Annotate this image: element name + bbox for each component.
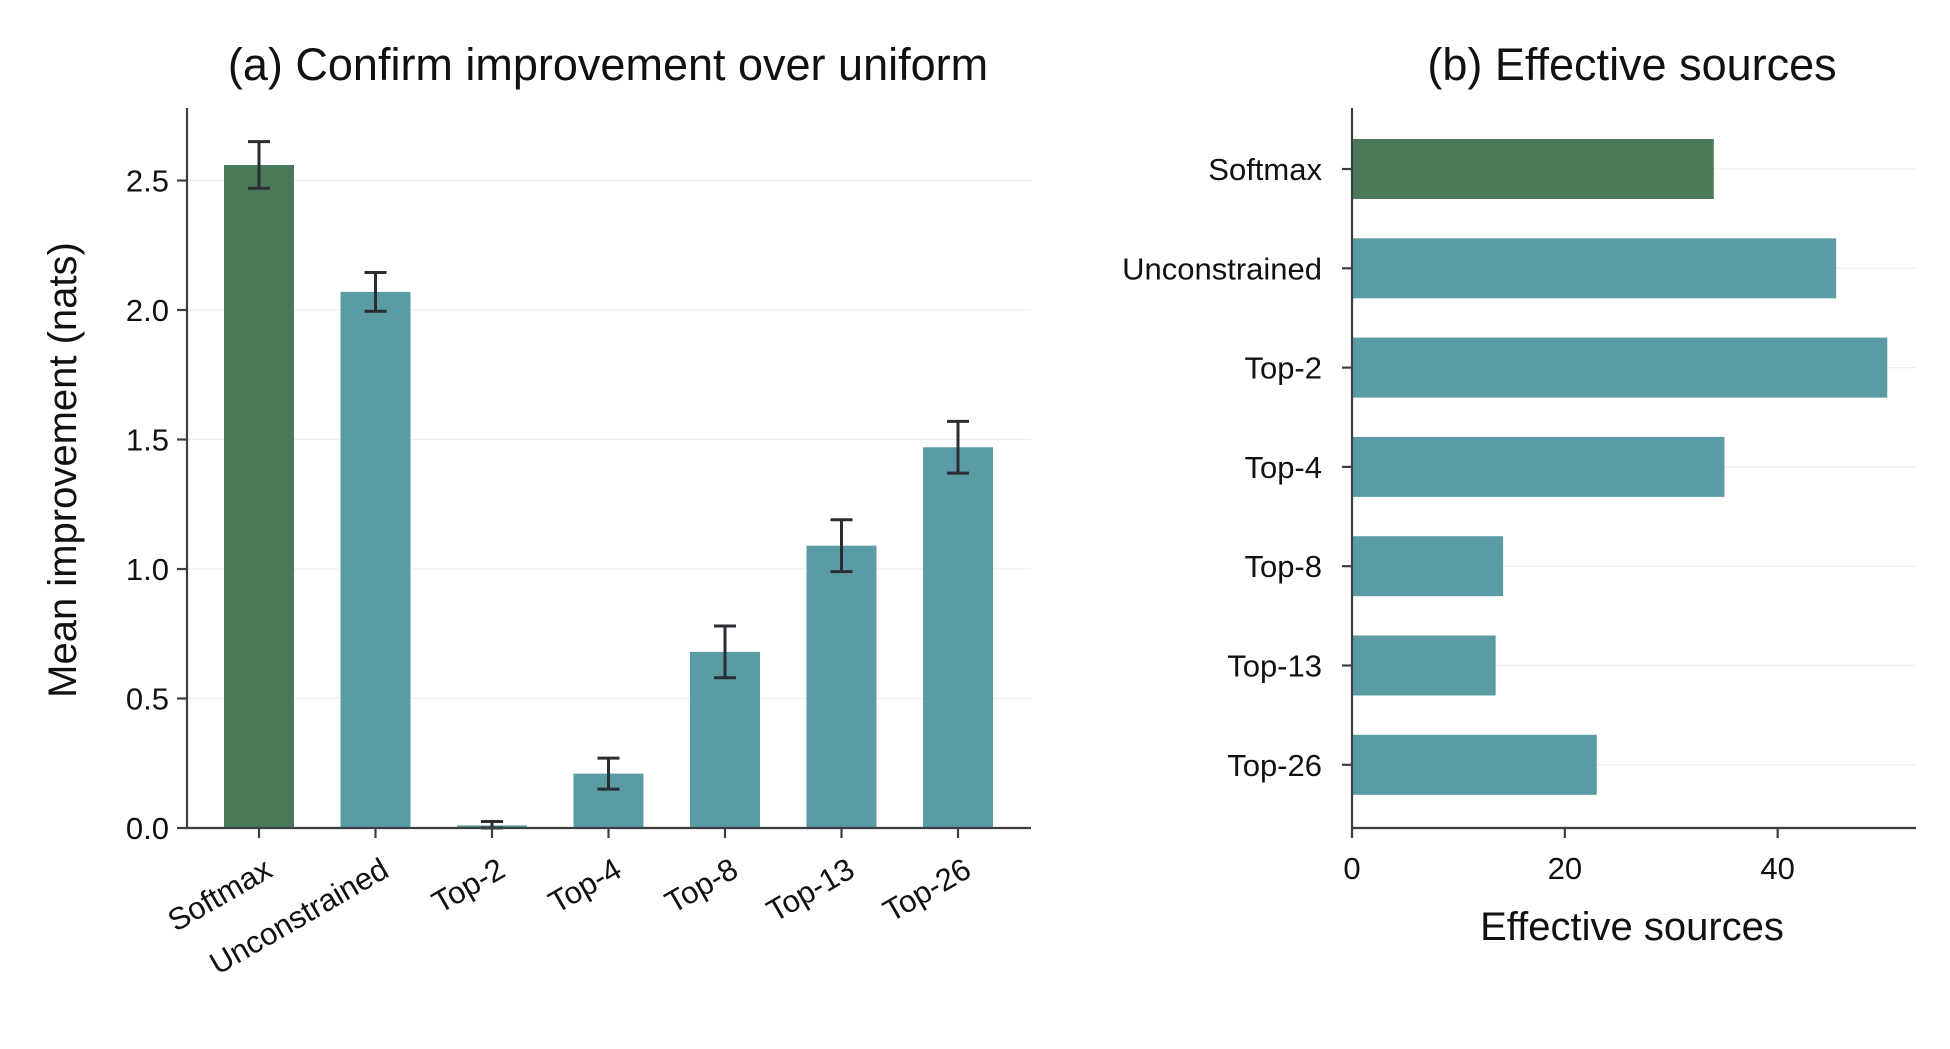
- panel-b-x-ticks: 0 20 40: [1343, 828, 1795, 886]
- panel-b-x-tick-label: 40: [1760, 851, 1794, 886]
- panel-b-title: (b) Effective sources: [1427, 39, 1836, 90]
- panel-a-y-tick-label: 0.5: [126, 682, 169, 717]
- panel-b-y-tick-label: Softmax: [1208, 152, 1322, 187]
- panel-a-gridlines: [187, 179, 1031, 700]
- panel-a-y-tick-label: 2.0: [126, 293, 169, 328]
- panel-a-x-tick-label: Top-8: [659, 851, 744, 920]
- bar-softmax: [224, 164, 294, 829]
- panel-a-x-tick-label: Top-13: [761, 851, 861, 929]
- panel-a-y-tick-label: 1.5: [126, 423, 169, 458]
- panel-b-y-tick-label: Top-4: [1244, 450, 1322, 485]
- hbar-top-4: [1352, 436, 1725, 497]
- panel-b-x-axis-label: Effective sources: [1480, 905, 1784, 949]
- panel-b-y-tick-label: Top-2: [1244, 351, 1322, 386]
- panel-a-y-tick-label: 1.0: [126, 552, 169, 587]
- panel-b-chart: (b) Effective sources Effective sources …: [1122, 39, 1916, 949]
- hbar-softmax: [1352, 139, 1714, 199]
- hbar-top-26: [1352, 734, 1597, 795]
- bar-top-26: [923, 447, 993, 828]
- panel-a-error-bars: [248, 140, 969, 830]
- bar-top-8: [690, 651, 760, 828]
- panel-a-x-tick-label: Top-4: [543, 851, 628, 920]
- panel-a-y-ticks: 0.0 0.5 1.0 1.5 2.0 2.5: [126, 164, 187, 846]
- hbar-top-13: [1352, 635, 1496, 696]
- bar-unconstrained: [340, 291, 411, 828]
- hbar-unconstrained: [1352, 238, 1837, 299]
- panel-b-x-tick-label: 0: [1343, 851, 1360, 886]
- panel-a-title: (a) Confirm improvement over uniform: [228, 39, 988, 90]
- panel-a-bars: [224, 164, 993, 829]
- panel-b-y-ticks: Softmax Unconstrained Top-2 Top-4 Top-8 Top-1…: [1122, 152, 1352, 783]
- panel-a-x-tick-label: Top-26: [877, 851, 977, 929]
- panel-b-y-tick-label: Top-8: [1244, 549, 1322, 584]
- panel-a-y-tick-label: 0.0: [126, 811, 169, 846]
- panel-a-y-axis-label: Mean improvement (nats): [41, 242, 85, 698]
- panel-b-bars: [1352, 139, 1888, 795]
- bar-top-13: [806, 545, 877, 828]
- panel-b-y-tick-label: Top-13: [1227, 649, 1322, 684]
- panel-a-chart: (a) Confirm improvement over uniform Mea…: [41, 39, 1031, 981]
- panel-b-y-tick-label: Top-26: [1227, 748, 1322, 783]
- hbar-top-8: [1352, 536, 1504, 597]
- hbar-top-2: [1352, 337, 1888, 398]
- panel-b-y-tick-label: Unconstrained: [1122, 251, 1322, 286]
- panel-b-x-tick-label: 20: [1548, 851, 1582, 886]
- panel-a-x-tick-label: Top-2: [426, 851, 511, 920]
- panel-a-y-tick-label: 2.5: [126, 164, 169, 199]
